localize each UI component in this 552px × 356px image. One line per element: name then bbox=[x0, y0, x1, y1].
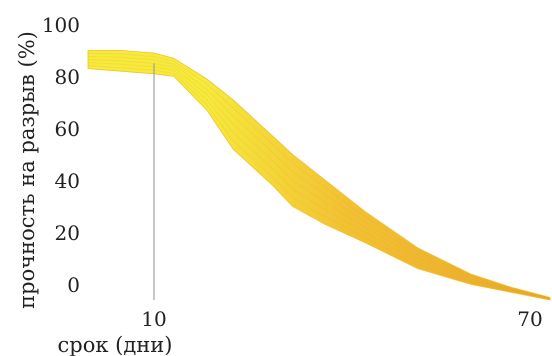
y-axis-title: прочность на разрыв (%) bbox=[15, 31, 39, 309]
band-texture-line bbox=[87, 59, 551, 300]
y-tick-label: 40 bbox=[55, 169, 80, 193]
y-axis-ticks: 0 20 40 60 80 100 bbox=[42, 13, 80, 297]
y-tick-label: 20 bbox=[55, 221, 80, 245]
y-tick-label: 80 bbox=[55, 65, 80, 89]
tensile-strength-band-0 bbox=[87, 50, 551, 301]
x-tick-label: 70 bbox=[517, 307, 542, 331]
y-tick-label: 60 bbox=[55, 117, 80, 141]
y-tick-label: 100 bbox=[42, 13, 80, 37]
band-texture-line bbox=[87, 62, 551, 300]
x-tick-label: 10 bbox=[141, 307, 166, 331]
x-axis-title: срок (дни) bbox=[58, 333, 173, 356]
band-texture-line bbox=[87, 52, 551, 299]
x-axis-ticks: 10 70 bbox=[141, 307, 542, 331]
plot-area bbox=[87, 50, 551, 301]
band-texture-line bbox=[87, 56, 551, 299]
y-tick-label: 0 bbox=[67, 273, 80, 297]
band-texture-line bbox=[87, 65, 551, 301]
